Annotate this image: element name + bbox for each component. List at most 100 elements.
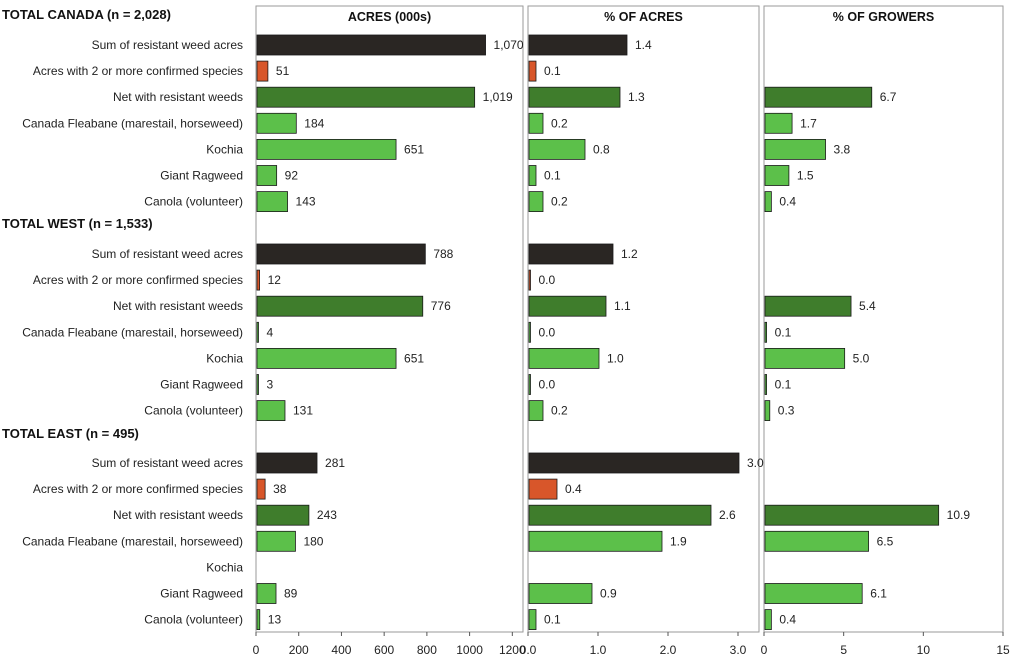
tick-label-acres: 0	[253, 643, 260, 657]
bar-acres	[256, 452, 318, 474]
value-label-pct_acres: 0.0	[539, 378, 556, 392]
panel-frame-pct_growers	[763, 5, 1004, 633]
bar-pct_growers	[764, 321, 767, 343]
value-label-pct_acres: 0.4	[565, 482, 582, 496]
bar-acres	[256, 347, 397, 369]
bar-pct_acres	[528, 374, 531, 395]
row-label: Acres with 2 or more confirmed species	[33, 273, 243, 287]
row-label: Giant Ragweed	[160, 169, 243, 183]
bar-pct_acres	[528, 347, 600, 369]
bar-pct_growers	[764, 347, 846, 369]
value-label-pct_growers: 0.1	[775, 378, 792, 392]
value-label-acres: 92	[285, 169, 299, 183]
value-label-acres: 131	[293, 404, 313, 418]
value-label-pct_acres: 2.6	[719, 508, 736, 522]
value-label-pct_growers: 3.8	[834, 142, 851, 156]
bar-pct_growers	[764, 191, 772, 213]
value-label-pct_acres: 1.2	[621, 247, 638, 261]
group-title: TOTAL CANADA (n = 2,028)	[2, 7, 171, 22]
bar-acres	[256, 609, 261, 630]
bar-pct_acres	[528, 165, 537, 186]
panel-title-pct_growers: % OF GROWERS	[833, 10, 934, 24]
bar-pct_acres	[528, 583, 593, 604]
value-label-pct_acres: 1.4	[635, 38, 652, 52]
value-label-acres: 184	[304, 116, 324, 130]
row-label: Sum of resistant weed acres	[92, 456, 243, 470]
value-label-acres: 3	[267, 378, 274, 392]
value-label-acres: 1,070	[494, 38, 524, 52]
value-label-pct_acres: 0.1	[544, 169, 561, 183]
value-label-pct_acres: 0.2	[551, 116, 568, 130]
value-label-pct_growers: 0.1	[775, 325, 792, 339]
bar-acres	[256, 191, 288, 213]
bar-acres	[256, 321, 259, 343]
row-label: Acres with 2 or more confirmed species	[33, 482, 243, 496]
value-label-acres: 281	[325, 456, 345, 470]
group-title: TOTAL EAST (n = 495)	[2, 426, 139, 441]
row-label: Canada Fleabane (marestail, horseweed)	[22, 534, 243, 548]
value-label-acres: 4	[267, 325, 274, 339]
bar-pct_growers	[764, 374, 767, 395]
bar-pct_growers	[764, 609, 772, 630]
bar-acres	[256, 138, 397, 160]
bar-pct_growers	[764, 583, 863, 604]
value-label-pct_acres: 0.2	[551, 404, 568, 418]
bar-acres	[256, 243, 426, 265]
bar-pct_growers	[764, 165, 790, 186]
group-title: TOTAL WEST (n = 1,533)	[2, 216, 153, 231]
bar-pct_growers	[764, 112, 793, 134]
bar-pct_acres	[528, 60, 537, 82]
bar-pct_acres	[528, 243, 614, 265]
tick-label-acres: 200	[289, 643, 309, 657]
bar-pct_growers	[764, 504, 940, 526]
value-label-pct_growers: 6.1	[870, 587, 887, 601]
tick-label-acres: 400	[331, 643, 351, 657]
bar-acres	[256, 165, 278, 186]
tick-label-pct_acres: 0.0	[520, 643, 537, 657]
row-label: Net with resistant weeds	[113, 508, 243, 522]
value-label-pct_acres: 0.1	[544, 64, 561, 78]
value-label-pct_growers: 6.7	[880, 90, 897, 104]
value-label-pct_acres: 0.8	[593, 142, 610, 156]
bar-pct_growers	[764, 86, 873, 108]
bar-pct_growers	[764, 530, 869, 552]
panel-title-pct_acres: % OF ACRES	[604, 10, 683, 24]
row-label: Acres with 2 or more confirmed species	[33, 64, 243, 78]
value-label-acres: 1,019	[483, 90, 513, 104]
tick-label-acres: 1200	[499, 643, 526, 657]
tick-label-acres: 1000	[456, 643, 483, 657]
bar-acres	[256, 112, 297, 134]
value-label-acres: 89	[284, 587, 298, 601]
bar-acres	[256, 269, 260, 291]
row-label: Giant Ragweed	[160, 378, 243, 392]
tick-label-pct_growers: 5	[840, 643, 847, 657]
bar-acres	[256, 400, 286, 422]
bar-pct_acres	[528, 34, 628, 56]
row-label: Canada Fleabane (marestail, horseweed)	[22, 325, 243, 339]
value-label-pct_growers: 0.4	[779, 195, 796, 209]
row-label: Sum of resistant weed acres	[92, 247, 243, 261]
bar-pct_acres	[528, 295, 607, 317]
bar-acres	[256, 295, 424, 317]
tick-label-pct_growers: 15	[996, 643, 1010, 657]
bar-pct_growers	[764, 400, 771, 422]
value-label-pct_growers: 5.4	[859, 299, 876, 313]
bar-pct_acres	[528, 609, 537, 630]
bar-acres	[256, 86, 476, 108]
value-label-pct_acres: 0.1	[544, 613, 561, 627]
value-label-pct_acres: 1.0	[607, 351, 624, 365]
panel-frame-pct_acres	[527, 5, 760, 633]
value-label-pct_acres: 0.0	[539, 325, 556, 339]
value-label-pct_growers: 0.3	[778, 404, 795, 418]
value-label-pct_growers: 0.4	[779, 613, 796, 627]
bar-acres	[256, 504, 310, 526]
bar-pct_acres	[528, 400, 544, 422]
bar-pct_acres	[528, 138, 586, 160]
bar-pct_acres	[528, 452, 740, 474]
row-label: Net with resistant weeds	[113, 90, 243, 104]
panel-title-acres: ACRES (000s)	[348, 10, 431, 24]
bar-pct_acres	[528, 321, 531, 343]
row-label: Net with resistant weeds	[113, 299, 243, 313]
panel-frame-acres	[255, 5, 524, 633]
bar-pct_growers	[764, 138, 826, 160]
